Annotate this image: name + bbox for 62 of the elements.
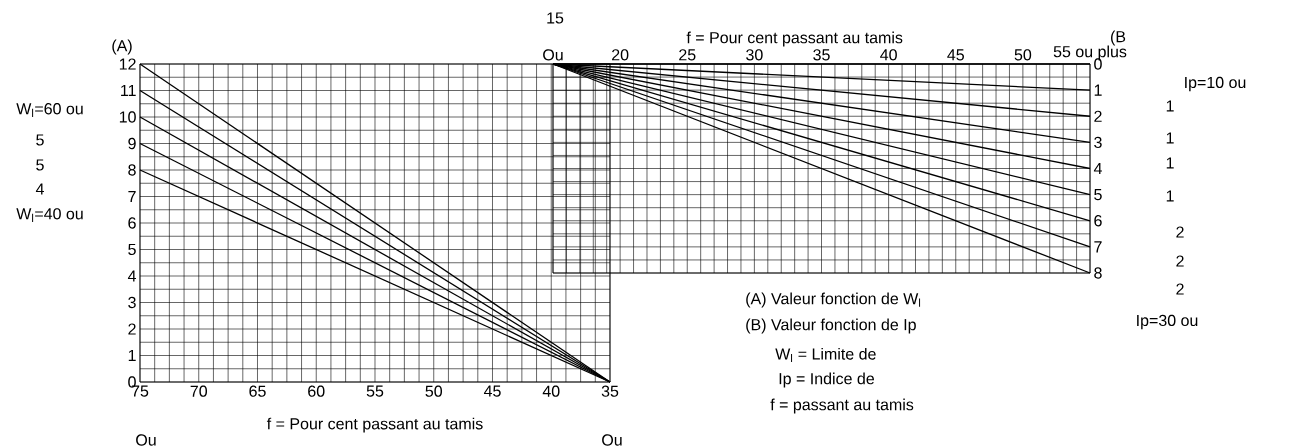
text: 2	[1176, 283, 1184, 295]
text: 2	[1176, 255, 1184, 267]
y-tick-label: 11	[121, 84, 136, 97]
x-tick-label: 35	[813, 49, 830, 61]
x-tick-label: 40	[542, 385, 560, 397]
text: Ip=10 ou	[1185, 76, 1246, 92]
y-tick-label: 1	[128, 349, 136, 362]
y-tick-label: 12	[119, 58, 136, 70]
text: 1	[1166, 190, 1174, 202]
text: 5	[36, 134, 44, 146]
text: (B	[1111, 30, 1126, 46]
x-tick-label: 50	[1014, 49, 1032, 61]
y-tick-label: 4	[127, 270, 137, 282]
y-tick-label: 3	[1094, 136, 1102, 149]
x-tick-label: 30	[746, 49, 763, 61]
y-tick-label: 8	[128, 164, 136, 176]
text: Ou	[602, 434, 622, 446]
y-tick-label: 2	[1094, 110, 1102, 122]
text: 5	[36, 159, 44, 171]
y-tick-label: 10	[119, 111, 136, 123]
text: W$_{l}$ = Limite de	[775, 347, 876, 363]
y-tick-label: 5	[1094, 189, 1102, 201]
text: Ip = Indice de	[779, 372, 874, 388]
y-tick-label: 7	[1094, 241, 1102, 253]
y-tick-label: 8	[1094, 267, 1102, 279]
x-axis-title: f = Pour cent passant au tamis	[686, 31, 903, 47]
y-tick-label: 7	[128, 190, 136, 203]
x-tick-label: Ou	[543, 49, 563, 61]
text: 1	[1166, 132, 1174, 144]
text: 4	[35, 183, 44, 195]
y-tick-label: 4	[1093, 163, 1102, 175]
x-tick-label: 60	[308, 385, 325, 397]
text: f = passant au tamis	[770, 398, 914, 414]
text: 2	[1176, 226, 1184, 238]
y-tick-label: 9	[128, 137, 136, 150]
text: 15	[547, 12, 564, 24]
x-tick-label: 55	[366, 385, 384, 397]
text: (B) Valeur fonction de Ip	[746, 318, 916, 334]
text: Ip=30 ou	[1137, 314, 1198, 330]
y-tick-label: 1	[1094, 84, 1102, 96]
text: W$_{l}$=60 ou	[16, 103, 83, 117]
text: W$_{l}$=40 ou	[16, 208, 83, 222]
text: 1	[1166, 100, 1174, 112]
y-tick-label: 6	[1094, 215, 1102, 227]
x-tick-label: 70	[190, 385, 208, 397]
x-tick-label: 35	[601, 385, 619, 397]
x-tick-label: 20	[612, 49, 629, 61]
y-tick-label: 5	[128, 243, 136, 256]
x-tick-label: 45	[947, 49, 964, 61]
x-tick-label: 40	[880, 49, 897, 61]
x-tick-label: 25	[679, 49, 696, 61]
text: 1	[1166, 157, 1174, 169]
x-tick-label: 50	[425, 385, 443, 397]
y-tick-label: 6	[128, 217, 136, 229]
x-axis-title: f = Pour cent passant au tamis	[266, 417, 483, 433]
x-tick-label: 65	[249, 385, 266, 397]
text: (A)	[112, 39, 132, 55]
text: (A) Valeur fonction de W$_{l}$	[746, 292, 921, 308]
y-tick-label: 2	[128, 323, 136, 335]
y-tick-label: 3	[128, 296, 136, 309]
x-tick-label: 45	[483, 385, 501, 397]
text: Ou	[136, 434, 156, 446]
